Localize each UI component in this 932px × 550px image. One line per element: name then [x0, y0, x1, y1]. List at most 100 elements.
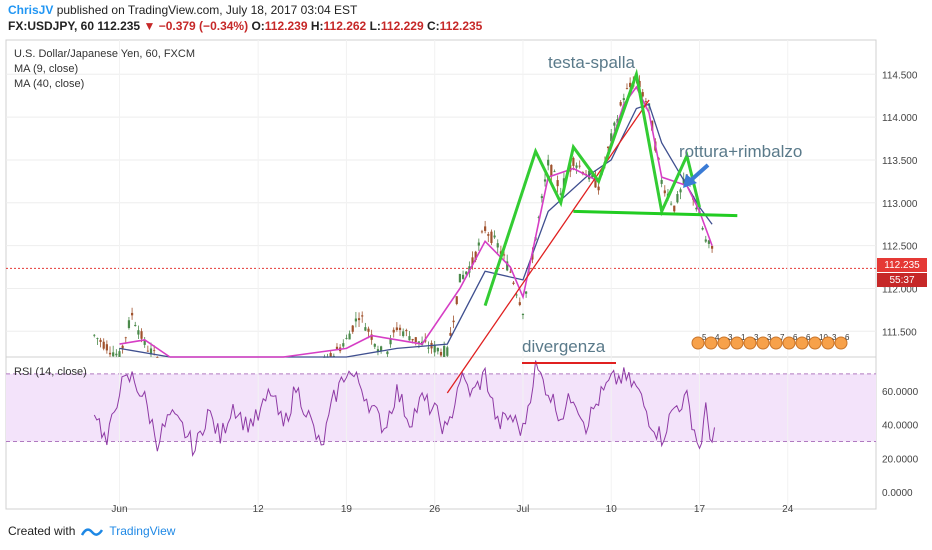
price-pane	[5, 39, 877, 358]
candle-body	[543, 179, 547, 182]
price-tick-label: 113.000	[882, 199, 918, 210]
candle-body	[556, 180, 559, 187]
created-with-label: Created with	[8, 524, 76, 538]
candle-body	[487, 234, 490, 236]
candle-body	[118, 351, 121, 357]
event-marker-icon	[756, 336, 770, 350]
candle-body	[105, 344, 108, 351]
candle-body	[531, 253, 534, 260]
candle-body	[509, 271, 512, 273]
event-count-label: 3	[754, 333, 759, 342]
candle-body	[115, 353, 118, 356]
last-price-tag: 112.235	[877, 258, 927, 272]
price-tick-label: 112.500	[882, 242, 918, 253]
time-tick-label: 17	[694, 504, 706, 515]
head-shoulders-pattern[interactable]	[483, 68, 701, 307]
event-count-label: 6	[845, 333, 850, 342]
ma9-legend[interactable]: MA (9, close)	[14, 63, 79, 75]
candle-body	[411, 338, 414, 341]
candle-body	[480, 231, 484, 233]
candle-body	[673, 205, 676, 212]
event-count-label: 3	[767, 333, 772, 342]
event-count-label: 4	[715, 333, 720, 342]
candle-body	[477, 242, 480, 246]
candle-body	[96, 338, 99, 339]
candle-body	[446, 347, 449, 356]
candle-body	[493, 235, 496, 238]
tradingview-brand[interactable]: TradingView	[109, 524, 176, 538]
candle-body	[625, 88, 629, 89]
price-tick-label: 114.000	[882, 113, 918, 124]
time-tick-label: 12	[253, 504, 265, 515]
chart-title: U.S. Dollar/Japanese Yen, 60, FXCM	[14, 48, 195, 60]
trendline[interactable]	[446, 99, 650, 394]
rsi-tick-label: 60.0000	[882, 387, 919, 398]
candle-body	[670, 203, 673, 205]
candle-body	[364, 327, 367, 331]
candle-body	[606, 146, 610, 148]
author-name[interactable]: ChrisJV	[8, 3, 54, 17]
candle-body	[376, 349, 380, 352]
price-tick-label: 113.500	[882, 156, 918, 167]
candle-body	[408, 336, 411, 341]
candle-body	[474, 251, 477, 261]
candle-body	[695, 207, 698, 210]
event-marker-icon	[691, 336, 705, 350]
rsi-legend[interactable]: RSI (14, close)	[14, 366, 87, 378]
time-tick-label: 26	[429, 504, 441, 515]
candle-body	[153, 350, 156, 352]
candle-body	[439, 352, 443, 356]
time-tick-label: Jul	[517, 504, 530, 515]
candle-body	[619, 102, 622, 106]
price-tick-label: 111.500	[882, 327, 917, 338]
candle-body	[641, 92, 644, 97]
time-tick-label: 10	[606, 504, 618, 515]
event-markers: 5 4 3 1 3 3 7 6 6 10 3 6	[691, 333, 850, 350]
event-count-label: 1	[741, 333, 746, 342]
candle-body	[537, 216, 540, 218]
high-value: 112.262	[323, 19, 367, 33]
time-tick-label: Jun	[111, 504, 127, 515]
candle-body	[348, 333, 351, 340]
price-tick-label: 112.000	[882, 284, 918, 295]
candle-body	[547, 159, 550, 166]
candle-body	[137, 330, 140, 335]
candle-body	[329, 353, 332, 357]
candle-body	[512, 282, 515, 284]
chart-frame[interactable]: testa-spalla rottura+rimbalzo divergenza…	[0, 38, 932, 518]
close-label: C:	[426, 19, 440, 33]
open-label: O:	[251, 19, 265, 33]
event-marker-icon	[808, 336, 822, 350]
candle-body	[392, 329, 395, 333]
candle-body	[361, 315, 364, 317]
candle-body	[578, 165, 581, 167]
rsi-tick-label: 0.0000	[882, 488, 913, 499]
candle-body	[515, 294, 518, 296]
candle-body	[99, 339, 102, 343]
candle-body	[140, 331, 143, 339]
tradingview-logo-icon[interactable]	[81, 524, 104, 538]
candle-body	[550, 164, 553, 177]
candle-body	[449, 332, 452, 336]
candle-body	[149, 348, 153, 355]
candle-body	[490, 231, 493, 244]
candle-body	[436, 347, 439, 352]
candle-body	[572, 157, 575, 166]
neckline[interactable]	[573, 209, 738, 218]
ma40-legend[interactable]: MA (40, close)	[14, 78, 85, 90]
break-bounce-label: rottura+rimbalzo	[679, 142, 802, 161]
candle-body	[506, 261, 509, 271]
candle-body	[496, 243, 499, 248]
rsi-axis: 0.0000 20.0000 40.0000 60.0000	[882, 387, 919, 499]
candle-body	[134, 324, 137, 327]
event-marker-icon	[730, 336, 744, 350]
candle-body	[521, 313, 525, 316]
candle-body	[701, 227, 704, 230]
candle-body	[660, 179, 663, 184]
candle-body	[93, 334, 96, 336]
candle-body	[502, 254, 506, 256]
candle-body	[575, 165, 578, 168]
time-tick-label: 24	[782, 504, 794, 515]
candle-body	[569, 164, 572, 172]
time-axis: Jun 12 19 26 Jul 10 17 24	[111, 504, 793, 515]
